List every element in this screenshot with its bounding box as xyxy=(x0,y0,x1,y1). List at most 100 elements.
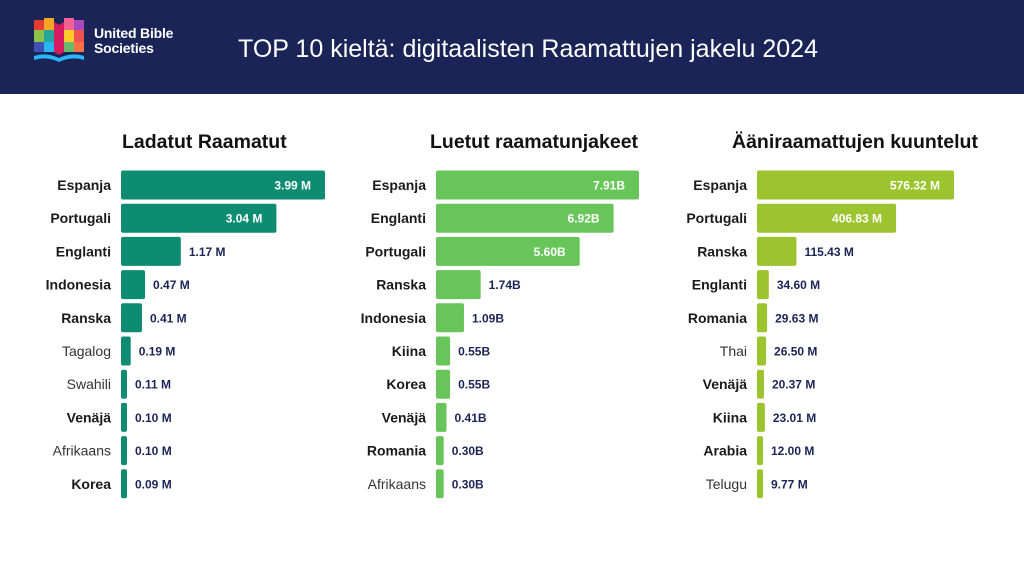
bar xyxy=(121,303,142,333)
bible-logo-icon xyxy=(34,18,84,62)
bar xyxy=(121,402,127,432)
value-label: 9.77 M xyxy=(771,477,808,491)
value-label: 1.17 M xyxy=(189,245,226,259)
value-label: 20.37 M xyxy=(772,378,815,392)
bar xyxy=(436,436,444,466)
category-label: Romania xyxy=(688,310,747,326)
charts-area: Ladatut Raamatut Espanja 3.99 M Portugali 3.… xyxy=(46,130,978,499)
value-label: 23.01 M xyxy=(773,411,816,425)
category-label: Telugu xyxy=(706,476,747,492)
value-label: 3.04 M xyxy=(226,212,263,226)
chart-panel-1: Ladatut Raamatut Espanja 3.99 M Portugali 3.… xyxy=(46,131,325,499)
value-label: 115.43 M xyxy=(804,245,853,259)
category-label: Ranska xyxy=(61,310,111,326)
org-name-line1: United Bible xyxy=(94,25,174,41)
category-label: Arabia xyxy=(703,443,747,459)
value-label: 0.55B xyxy=(458,378,490,392)
bar xyxy=(121,369,127,399)
category-label: Indonesia xyxy=(46,277,112,293)
bar xyxy=(757,170,954,200)
category-label: Portugali xyxy=(365,243,426,259)
org-name: United Bible Societies xyxy=(94,26,173,56)
value-label: 0.19 M xyxy=(139,345,176,359)
value-label: 0.47 M xyxy=(153,278,190,292)
value-label: 12.00 M xyxy=(771,444,814,458)
bar xyxy=(436,402,447,432)
value-label: 0.55B xyxy=(458,345,490,359)
bar xyxy=(757,436,763,466)
value-label: 0.41B xyxy=(455,411,487,425)
chart-title: Luetut raamatunjakeet xyxy=(430,131,639,153)
bar xyxy=(121,203,277,233)
bar xyxy=(121,336,131,366)
category-label: Espanja xyxy=(693,177,747,193)
value-label: 576.32 M xyxy=(890,179,940,193)
category-label: Kiina xyxy=(392,343,426,359)
bar xyxy=(757,303,768,333)
bar xyxy=(757,236,797,266)
value-label: 7.91B xyxy=(593,179,625,193)
value-label: 0.09 M xyxy=(135,477,172,491)
value-label: 0.10 M xyxy=(135,444,172,458)
bar xyxy=(436,236,580,266)
value-label: 34.60 M xyxy=(777,278,820,292)
bar xyxy=(436,203,614,233)
bar xyxy=(757,402,765,432)
bar xyxy=(757,203,897,233)
bar xyxy=(436,170,639,200)
bar xyxy=(757,270,769,300)
category-label: Korea xyxy=(386,376,426,392)
category-label: Portugali xyxy=(50,210,111,226)
category-label: Thai xyxy=(720,343,747,359)
bar xyxy=(436,336,451,366)
value-label: 5.60B xyxy=(534,245,566,259)
category-label: Korea xyxy=(71,476,111,492)
bar xyxy=(436,303,464,333)
category-label: Portugali xyxy=(686,210,747,226)
value-label: 6.92B xyxy=(568,212,600,226)
category-label: Venäjä xyxy=(703,376,748,392)
value-label: 29.63 M xyxy=(775,311,818,325)
category-label: Kiina xyxy=(713,409,747,425)
value-label: 1.09B xyxy=(472,311,504,325)
category-label: Indonesia xyxy=(361,310,427,326)
value-label: 0.11 M xyxy=(135,378,171,392)
value-label: 0.41 M xyxy=(150,311,187,325)
bar xyxy=(436,270,481,300)
category-label: Englanti xyxy=(56,243,111,259)
category-label: Englanti xyxy=(692,277,747,293)
value-label: 0.10 M xyxy=(135,411,172,425)
category-label: Espanja xyxy=(372,177,426,193)
bar xyxy=(121,436,127,466)
value-label: 26.50 M xyxy=(774,345,817,359)
bar xyxy=(757,369,764,399)
bar xyxy=(121,270,146,300)
category-label: Venäjä xyxy=(67,409,112,425)
value-label: 3.99 M xyxy=(274,179,311,193)
category-label: Afrikaans xyxy=(53,443,111,459)
bar xyxy=(121,469,127,499)
category-label: Romania xyxy=(367,443,426,459)
bar xyxy=(121,236,181,266)
category-label: Afrikaans xyxy=(368,476,426,492)
chart-title: Ladatut Raamatut xyxy=(122,131,287,153)
category-label: Ranska xyxy=(697,243,747,259)
category-label: Englanti xyxy=(371,210,426,226)
category-label: Espanja xyxy=(57,177,111,193)
bar xyxy=(757,469,763,499)
chart-title: Ääniraamattujen kuuntelut xyxy=(732,130,978,153)
bar xyxy=(757,336,767,366)
bar xyxy=(121,170,325,200)
value-label: 0.30B xyxy=(452,477,484,491)
page-title: TOP 10 kieltä: digitaalisten Raamattujen… xyxy=(238,35,818,63)
category-label: Swahili xyxy=(67,376,111,392)
value-label: 406.83 M xyxy=(832,212,882,226)
category-label: Tagalog xyxy=(62,343,111,359)
chart-panel-2: Luetut raamatunjakeet Espanja 7.91B Englant… xyxy=(361,131,639,499)
value-label: 0.30B xyxy=(452,444,484,458)
category-label: Ranska xyxy=(376,277,426,293)
category-label: Venäjä xyxy=(382,409,427,425)
value-label: 1.74B xyxy=(489,278,521,292)
header-banner: United Bible Societies TOP 10 kieltä: di… xyxy=(0,0,1024,94)
bar xyxy=(436,369,451,399)
